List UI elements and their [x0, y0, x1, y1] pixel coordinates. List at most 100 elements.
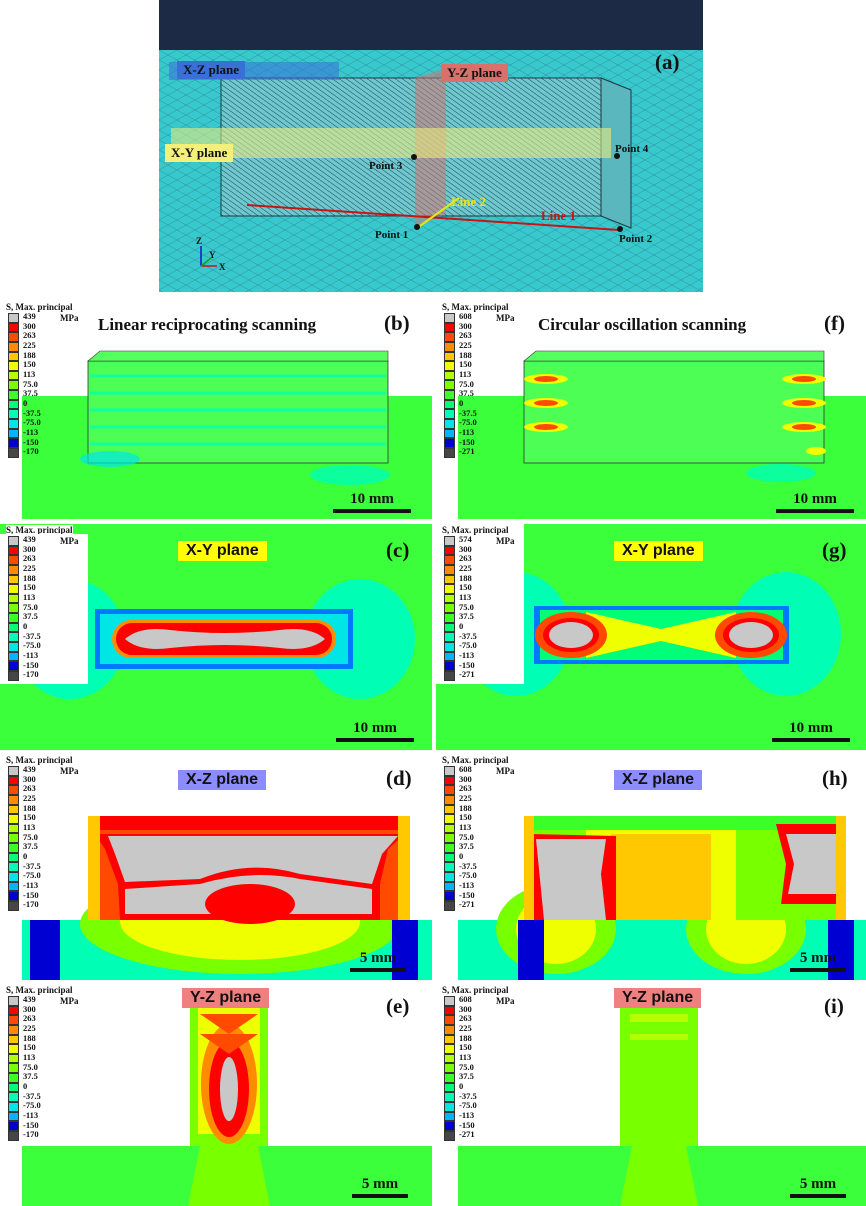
legend-value-label: 225 — [23, 562, 36, 573]
legend-swatch — [444, 603, 455, 614]
legend-swatch — [8, 900, 19, 911]
legend-swatch — [8, 1005, 19, 1016]
legend-swatch — [444, 651, 455, 662]
legend-value-label: -37.5 — [459, 630, 477, 641]
legend-value-label: 263 — [23, 783, 36, 794]
legend-colorbar-c — [8, 536, 19, 681]
legend-swatch — [8, 1024, 19, 1035]
legend-swatch — [444, 564, 455, 575]
panel-b: S, Max. principal MPa 439 300 263 225 188 150… — [0, 301, 432, 519]
panel-h: S, Max. principal MPa 608 300 263 225 188 150… — [436, 754, 866, 980]
legend-value-label: -170 — [23, 446, 39, 457]
legend-value-label: 0 — [459, 850, 464, 861]
scale-bar-label: 10 mm — [793, 491, 837, 507]
panel-g: S, Max. principal MPa 574 300 263 225 188 150… — [436, 524, 866, 750]
legend-value-label: 113 — [459, 821, 472, 832]
legend-value-label: 150 — [23, 812, 36, 823]
panel-letter-d: (d) — [386, 766, 412, 790]
legend-swatch — [8, 1044, 19, 1054]
legend-swatch — [444, 862, 455, 873]
point-2-label: Point 2 — [619, 233, 653, 245]
legend-value-label: -150 — [23, 436, 39, 447]
legend-swatch — [444, 891, 455, 901]
legend-swatch — [444, 843, 455, 853]
legend-swatch — [8, 1082, 19, 1093]
xz-plane-label: X-Z plane — [177, 61, 245, 79]
legend-title-d: S, Max. principal — [6, 755, 73, 765]
legend-swatch — [444, 351, 455, 362]
legend-swatch — [8, 603, 19, 614]
scale-bar-f: 10 mm — [776, 491, 854, 513]
legend-value-label: 113 — [23, 591, 36, 602]
legend-swatch — [8, 862, 19, 873]
legend-unit-d: MPa — [60, 766, 79, 776]
legend-value-label: 188 — [459, 1032, 472, 1043]
legend-swatch — [444, 545, 455, 556]
axis-z-label: Z — [196, 236, 203, 246]
legend-value-label: 37.5 — [459, 1071, 474, 1082]
legend-value-label: 439 — [23, 764, 36, 774]
legend-title-f: S, Max. principal — [442, 302, 509, 312]
scale-bar-label: 5 mm — [799, 950, 837, 966]
scale-bar-h: 5 mm — [790, 950, 846, 972]
legend-value-label: -75.0 — [23, 417, 41, 428]
scale-bar-b: 10 mm — [333, 491, 411, 513]
legend-value-label: -37.5 — [23, 630, 41, 641]
legend-value-label: 0 — [459, 397, 464, 408]
scale-bar-label: 10 mm — [353, 720, 397, 736]
legend-swatch — [444, 775, 455, 786]
legend-value-label: 150 — [459, 582, 472, 593]
panel-letter-b: (b) — [384, 311, 410, 335]
legend-swatch — [8, 804, 19, 815]
legend-value-label: -113 — [459, 426, 475, 437]
line-2-label: Line 2 — [451, 194, 487, 209]
legend-swatch — [8, 1092, 19, 1103]
legend-swatch — [444, 428, 455, 439]
legend-swatch — [8, 642, 19, 652]
scale-bar-e: 5 mm — [352, 1176, 408, 1198]
legend-swatch — [444, 996, 455, 1006]
legend-value-label: 608 — [459, 311, 472, 321]
legend-swatch — [8, 370, 19, 381]
legend-value-label: 300 — [459, 543, 472, 554]
legend-colorbar-g — [444, 536, 455, 681]
legend-value-label: 75.0 — [459, 1061, 474, 1072]
legend-value-label: 225 — [459, 562, 472, 573]
legend-value-label: -75.0 — [459, 417, 477, 428]
legend-value-label: 439 — [23, 994, 36, 1004]
legend-value-label: 300 — [459, 320, 472, 331]
panel-f-contour — [458, 350, 866, 519]
legend-value-label: 263 — [23, 1013, 36, 1024]
legend-value-label: 574 — [459, 534, 472, 544]
legend-swatch — [444, 555, 455, 565]
legend-value-label: 188 — [23, 349, 36, 360]
point-4-label: Point 4 — [615, 143, 649, 155]
legend-unit-f: MPa — [496, 313, 515, 323]
legend-swatch — [444, 574, 455, 585]
legend-swatch — [444, 1024, 455, 1035]
scale-bar-c: 10 mm — [336, 720, 414, 742]
legend-title-h: S, Max. principal — [442, 755, 509, 765]
legend-swatch — [444, 900, 455, 911]
legend-swatch — [8, 341, 19, 352]
legend-value-label: 0 — [459, 1080, 464, 1091]
panel-letter-h: (h) — [822, 766, 848, 790]
legend-swatch — [8, 322, 19, 333]
panel-i-contour — [458, 988, 866, 1206]
legend-value-label: 225 — [459, 339, 472, 350]
legend-swatch — [444, 804, 455, 815]
legend-value-label: 150 — [459, 359, 472, 370]
legend-value-label: -75.0 — [23, 1100, 41, 1111]
legend-swatch — [444, 833, 455, 844]
legend-unit-c: MPa — [60, 536, 79, 546]
legend-swatch — [444, 766, 455, 776]
legend-swatch — [444, 613, 455, 623]
legend-value-label: 0 — [23, 397, 28, 408]
legend-swatch — [444, 409, 455, 420]
scale-bar-g: 10 mm — [772, 720, 850, 742]
legend-value-label: 150 — [459, 812, 472, 823]
legend-value-label: 0 — [23, 850, 28, 861]
legend-value-label: 150 — [23, 359, 36, 370]
legend-swatch — [8, 351, 19, 362]
legend-value-label: -271 — [459, 899, 475, 910]
